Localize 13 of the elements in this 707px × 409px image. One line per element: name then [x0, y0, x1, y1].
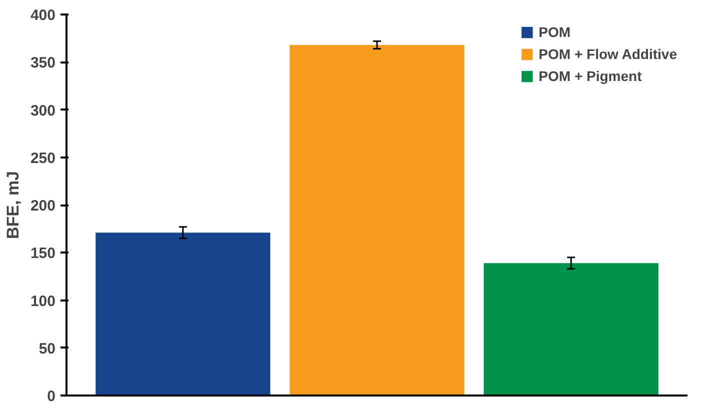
legend-label: POM [538, 24, 571, 40]
legend-label: POM + Pigment [538, 68, 642, 84]
legend-label: POM + Flow Additive [538, 46, 677, 62]
y-tick-label: 100 [30, 292, 56, 310]
y-tick-label: 400 [30, 7, 56, 24]
y-tick-label: 50 [38, 340, 56, 358]
y-tick-label: 150 [30, 245, 56, 262]
y-axis-title: BFE, mJ [3, 170, 22, 240]
y-tick-label: 350 [30, 54, 56, 72]
y-tick-label: 300 [30, 102, 56, 120]
y-tick-label: 200 [30, 198, 56, 214]
y-tick-label: 250 [30, 150, 56, 167]
y-tick-label: 0 [47, 388, 56, 405]
